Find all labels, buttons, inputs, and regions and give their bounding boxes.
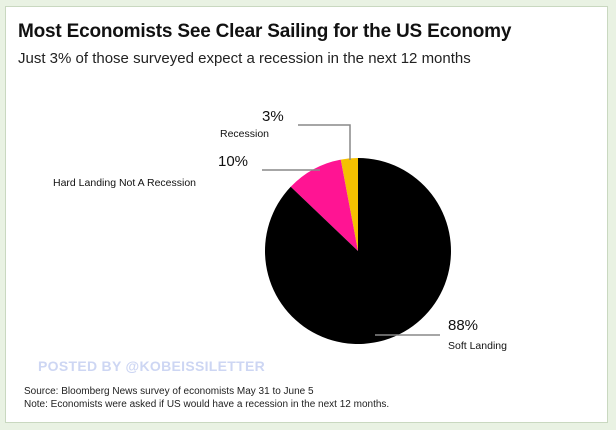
pie-slice-hard-landing-not-a-recession (290, 159, 358, 251)
pie-slices (264, 157, 451, 344)
chart-title: Most Economists See Clear Sailing for th… (18, 21, 512, 42)
value-label-soft-landing: 88% (448, 317, 478, 334)
value-label-recession: 3% (262, 108, 284, 125)
value-label-hard-landing: 10% (218, 153, 248, 170)
category-label-hard-landing: Hard Landing Not A Recession (53, 177, 196, 189)
category-label-recession: Recession (220, 128, 269, 140)
leader-line-recession (298, 124, 351, 160)
pie-slice-soft-landing (264, 158, 451, 344)
source-note: Source: Bloomberg News survey of economi… (24, 386, 314, 397)
chart-subtitle: Just 3% of those surveyed expect a reces… (18, 50, 471, 67)
leader-lines (262, 124, 440, 336)
pie-slice-recession (340, 157, 358, 251)
watermark: POSTED BY @KOBEISSILETTER (38, 358, 266, 374)
footnote: Note: Economists were asked if US would … (24, 399, 390, 410)
category-label-soft-landing: Soft Landing (448, 340, 507, 352)
